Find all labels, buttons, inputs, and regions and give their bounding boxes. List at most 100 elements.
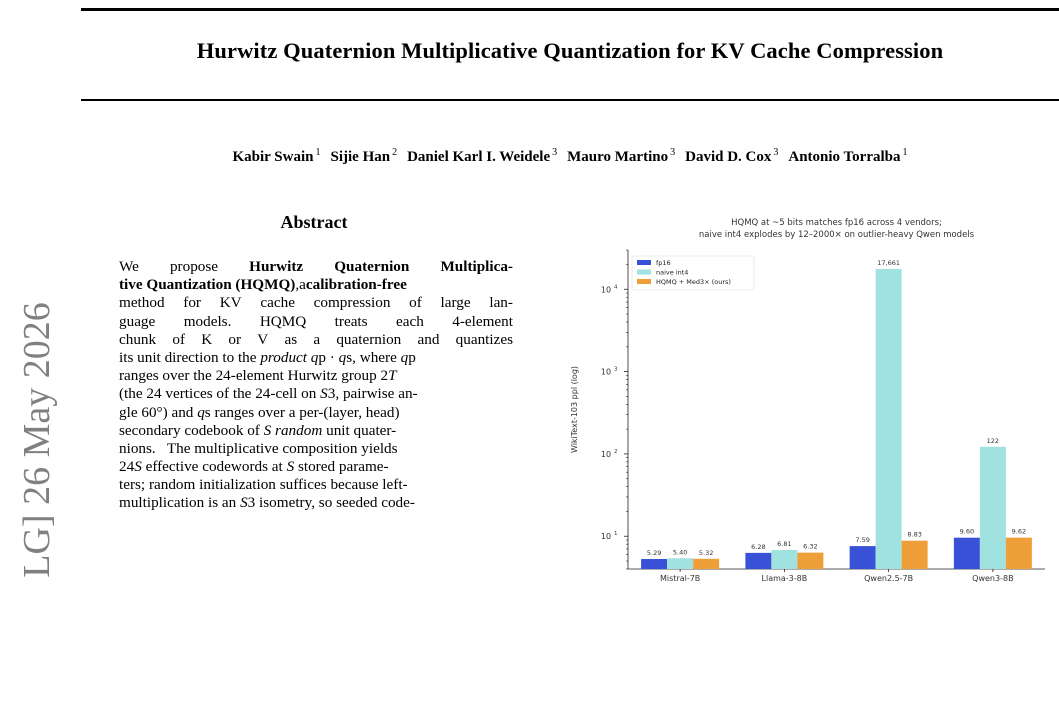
legend-label: naive int4 — [656, 269, 688, 277]
author-affiliation: 2 — [392, 147, 398, 158]
abstract-text: compression — [313, 294, 391, 312]
abstract-text: isometry, so seeded code- — [255, 494, 415, 512]
abstract-text: or — [228, 330, 242, 348]
x-tick-label: Mistral-7B — [660, 574, 700, 583]
abstract-text: gle 60°) and — [119, 403, 198, 421]
bar-hqmq-med3-ours- — [797, 552, 824, 569]
abstract-text: ters; random initialization suffices bec… — [119, 476, 408, 494]
abstract-text: propose — [169, 258, 219, 275]
author-name: Antonio Torralba 1 — [788, 147, 907, 165]
abstract-text: 4-element — [452, 312, 513, 330]
x-tick-label: Qwen3-8B — [972, 574, 1013, 583]
author-affiliation: 1 — [315, 147, 321, 158]
abstract-text: 24 — [119, 458, 135, 476]
bar-hqmq-med3-ours- — [901, 540, 928, 569]
abstract-text: tive Quantization (HQMQ) — [119, 276, 296, 294]
bar-hqmq-med3-ours- — [693, 558, 720, 569]
abstract-line: guage models. HQMQ treats each 4-element — [119, 313, 513, 331]
author-name: Daniel Karl I. Weidele 3 — [407, 147, 558, 165]
paper-title: Hurwitz Quaternion Multiplicative Quanti… — [196, 38, 944, 63]
abstract-text: multiplication is an — [119, 494, 241, 512]
bar-value-label: 8.83 — [907, 531, 921, 539]
author-name-text: Mauro Martino — [567, 149, 669, 165]
bar-value-label: 9.60 — [960, 528, 974, 536]
bar-value-label: 7.59 — [855, 536, 869, 544]
bar-value-label: 6.28 — [751, 543, 765, 551]
abstract-line: secondary codebook of S random unit quat… — [119, 422, 513, 440]
author-name: David D. Cox 3 — [685, 147, 778, 165]
abstract-text: 3 — [247, 494, 256, 512]
legend-swatch — [637, 260, 651, 265]
abstract-text: a — [299, 276, 306, 294]
chart-subtitle: naive int4 explodes by 12–2000× on outli… — [699, 230, 975, 240]
arxiv-stamp: LG] 26 May 2026 — [16, 302, 58, 578]
author-name: Mauro Martino 3 — [567, 147, 675, 165]
abstract-line: tive Quantization (HQMQ), a calibration-fr… — [119, 276, 513, 294]
y-tick-label-exponent: 4 — [614, 284, 618, 290]
bar-value-label: 17,661 — [877, 259, 900, 267]
title-bottom-rule — [81, 99, 1059, 101]
abstract-text: of — [409, 294, 422, 312]
abstract-text: S — [134, 458, 142, 476]
bar-fp16 — [953, 537, 980, 569]
abstract-text: each — [396, 312, 424, 330]
abstract-text: secondary codebook of — [119, 421, 264, 439]
abstract-text: for — [183, 294, 201, 312]
abstract-line: 24 S effective codewords at S stored para… — [119, 458, 513, 476]
bar-naive-int4 — [667, 558, 694, 569]
abstract-text: Hurwitz — [249, 258, 304, 275]
abstract-text: unit quater- — [322, 421, 397, 439]
abstract-text: method — [119, 294, 165, 312]
abstract-text: models. — [183, 312, 232, 330]
bar-value-label: 9.62 — [1012, 528, 1026, 536]
author-name-text: Antonio Torralba — [788, 149, 901, 165]
abstract-text: S random — [263, 421, 323, 439]
abstract-text: (the 24 vertices of the 24-cell on — [119, 385, 321, 403]
abstract-text: , where — [352, 348, 401, 366]
y-tick-label-exponent: 2 — [614, 449, 618, 455]
y-tick-label: 10 — [601, 285, 611, 294]
abstract-text: V — [257, 330, 269, 348]
abstract-heading: Abstract — [280, 212, 348, 232]
abstract-text: q — [338, 348, 347, 366]
y-tick-label-exponent: 1 — [614, 531, 618, 537]
abstract-body: We propose Hurwitz Quaternion Multiplica-tiv… — [119, 258, 513, 513]
abstract-line: method for KV cache compression of large lan- — [119, 294, 513, 312]
y-axis-label: WikiText-103 ppl (log) — [570, 366, 579, 453]
abstract-text: Quaternion — [334, 258, 410, 275]
legend-box — [631, 255, 755, 291]
abstract-line: nions. The multiplicative composition yi… — [119, 440, 513, 458]
abstract-text: S — [286, 458, 295, 476]
abstract-text: KV — [219, 294, 242, 312]
bar-naive-int4 — [979, 446, 1006, 569]
bar-naive-int4 — [875, 268, 902, 569]
abstract-text: quantizes — [455, 330, 513, 348]
bar-value-label: 6.32 — [803, 543, 817, 551]
abstract-text: as — [284, 330, 298, 348]
author-name: Kabir Swain 1 — [232, 147, 321, 165]
abstract-line: ters; random initialization suffices bec… — [119, 476, 513, 494]
abstract-text: T — [388, 367, 397, 385]
abstract-text: ranges over the 24-element Hurwitz group… — [119, 367, 389, 385]
author-affiliation: 3 — [552, 147, 558, 158]
author-name-text: Sijie Han — [330, 149, 391, 165]
abstract-text: large — [440, 294, 471, 312]
abstract-text: p — [318, 348, 326, 366]
author-name-text: Daniel Karl I. Weidele — [407, 149, 551, 165]
bar-fp16 — [745, 552, 772, 569]
bar-hqmq-med3-ours- — [1005, 537, 1032, 569]
abstract-line: ranges over the 24-element Hurwitz group… — [119, 367, 513, 385]
abstract-text: s — [346, 348, 353, 366]
perplexity-bar-chart: HQMQ at ~5 bits matches fp16 across 4 ve… — [570, 218, 1045, 583]
abstract-text: of — [172, 330, 185, 348]
abstract-text: q — [310, 348, 319, 366]
bar-fp16 — [641, 559, 668, 569]
author-name-text: David D. Cox — [685, 149, 772, 165]
x-tick-label: Qwen2.5-7B — [864, 574, 913, 583]
abstract-text: lan- — [489, 294, 513, 312]
abstract-text: HQMQ — [259, 312, 307, 330]
abstract-text: guage — [119, 312, 156, 330]
